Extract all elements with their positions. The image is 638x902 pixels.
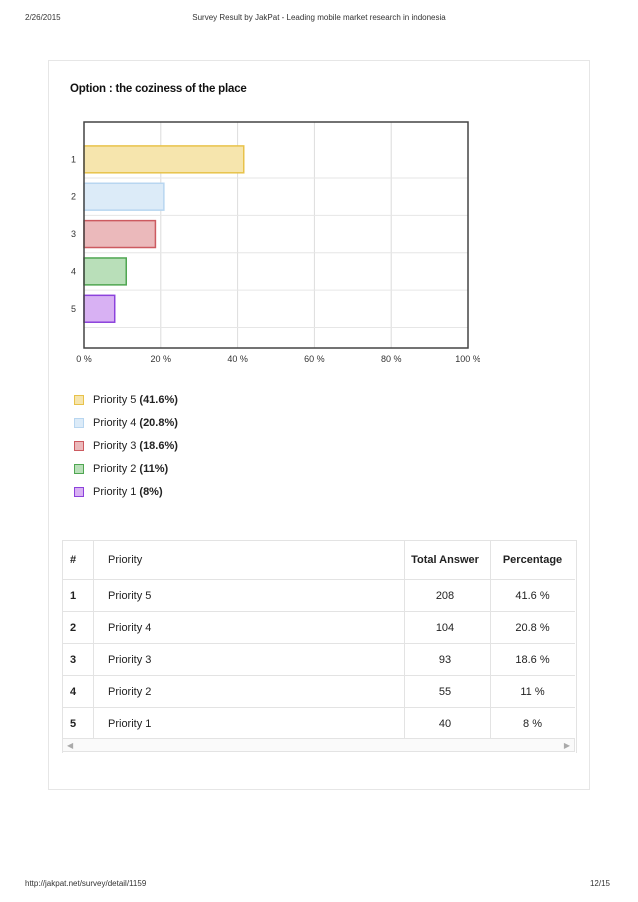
table-row: 2 Priority 4 104 20.8 % (62, 611, 575, 644)
cell-priority: Priority 1 (100, 707, 400, 740)
cell-percentage: 8 % (490, 707, 575, 740)
legend-label: Priority 5 (93, 393, 137, 406)
legend-label: Priority 2 (93, 463, 137, 476)
x-tick-label: 0 % (76, 354, 92, 364)
x-tick-label: 40 % (227, 354, 248, 364)
bar-priority-2 (83, 182, 165, 211)
plot-frame (83, 121, 469, 349)
footer-url: http://jakpat.net/survey/detail/1159 (25, 879, 147, 888)
col-header-priority: Priority (100, 541, 400, 580)
scroll-right-icon[interactable]: ▶ (563, 741, 570, 750)
cell-total: 208 (400, 579, 490, 612)
cell-priority: Priority 2 (100, 675, 400, 708)
cell-priority: Priority 4 (100, 611, 400, 644)
col-header-total: Total Answer (400, 541, 490, 580)
legend-swatch (74, 394, 84, 405)
x-tick-label: 20 % (151, 354, 172, 364)
legend-item: Priority 2 (11%) (74, 458, 178, 481)
bar-priority-5 (83, 294, 116, 323)
legend-item: Priority 1 (8%) (74, 481, 178, 504)
legend-swatch (74, 440, 84, 451)
cell-percentage: 11 % (490, 675, 575, 708)
legend-label: Priority 1 (93, 486, 137, 499)
legend-item: Priority 4 (20.8%) (74, 411, 178, 434)
cell-priority: Priority 3 (100, 643, 400, 676)
legend-item: Priority 3 (18.6%) (74, 434, 178, 457)
legend-label: Priority 3 (93, 439, 137, 452)
x-tick-label: 80 % (381, 354, 402, 364)
table-row: 3 Priority 3 93 18.6 % (62, 643, 575, 676)
legend-percent: (20.8%) (139, 416, 178, 429)
scroll-left-icon[interactable]: ◀ (67, 741, 74, 750)
results-table: # Priority Total Answer Percentage 1 Pri… (62, 541, 575, 740)
legend-swatch (74, 487, 84, 498)
table-row: 4 Priority 2 55 11 % (62, 675, 575, 708)
bar-chart: 0 % 20 % 40 % 60 % 80 % 100 % 1 2 3 4 5 (71, 121, 480, 364)
cell-total: 104 (400, 611, 490, 644)
chart-title: Option : the coziness of the place (70, 83, 247, 95)
page-number: 12/15 (589, 879, 610, 888)
x-tick-label: 60 % (304, 354, 325, 364)
legend-percent: (18.6%) (139, 439, 178, 452)
legend-percent: (11%) (139, 463, 169, 476)
cell-number: 1 (62, 579, 100, 612)
col-header-percentage: Percentage (490, 541, 575, 580)
legend-label: Priority 4 (93, 416, 137, 429)
table-header-row: # Priority Total Answer Percentage (62, 541, 575, 580)
cell-percentage: 41.6 % (490, 579, 575, 612)
page-title: Survey Result by JakPat - Leading mobile… (192, 13, 446, 22)
cell-number: 3 (62, 643, 100, 676)
bar-priority-1 (83, 145, 245, 174)
legend-percent: (41.6%) (139, 393, 178, 406)
table-row: 5 Priority 1 40 8 % (62, 707, 575, 740)
cell-percentage: 20.8 % (490, 611, 575, 644)
y-tick-label: 4 (71, 266, 76, 276)
cell-total: 93 (400, 643, 490, 676)
cell-total: 55 (400, 675, 490, 708)
chart-legend: Priority 5 (41.6%) Priority 4 (20.8%) Pr… (74, 388, 178, 504)
y-tick-label: 3 (71, 229, 76, 239)
legend-percent: (8%) (139, 486, 163, 499)
cell-number: 5 (62, 707, 100, 740)
print-date: 2/26/2015 (25, 13, 61, 22)
cell-total: 40 (400, 707, 490, 740)
horizontal-scrollbar[interactable]: ◀ ▶ (62, 738, 575, 752)
cell-number: 2 (62, 611, 100, 644)
legend-swatch (74, 417, 84, 428)
bar-priority-3 (83, 219, 157, 249)
y-tick-label: 5 (71, 304, 76, 314)
legend-item: Priority 5 (41.6%) (74, 388, 178, 411)
col-header-number: # (62, 541, 100, 580)
cell-priority: Priority 5 (100, 579, 400, 612)
x-tick-label: 100 % (455, 354, 480, 364)
y-tick-label: 1 (71, 154, 76, 164)
bar-priority-4 (83, 257, 127, 286)
cell-percentage: 18.6 % (490, 643, 575, 676)
legend-swatch (74, 464, 84, 475)
cell-number: 4 (62, 675, 100, 708)
table-row: 1 Priority 5 208 41.6 % (62, 579, 575, 612)
y-tick-label: 2 (71, 192, 76, 202)
